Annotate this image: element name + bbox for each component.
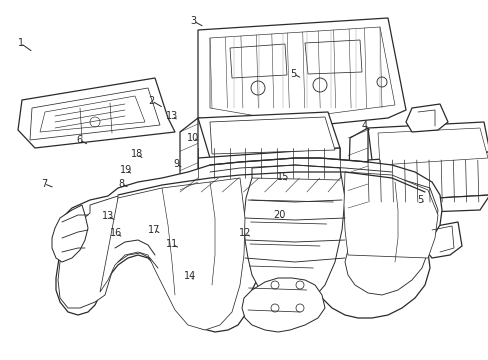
Text: 20: 20 xyxy=(273,210,285,220)
Polygon shape xyxy=(367,152,488,202)
Polygon shape xyxy=(198,112,339,158)
Polygon shape xyxy=(52,205,88,262)
Text: 18: 18 xyxy=(130,149,143,159)
Text: 12: 12 xyxy=(239,228,251,238)
Polygon shape xyxy=(349,195,488,215)
Text: 10: 10 xyxy=(186,132,199,143)
Polygon shape xyxy=(100,178,244,330)
Text: 8: 8 xyxy=(118,179,124,189)
Text: 16: 16 xyxy=(110,228,122,238)
Polygon shape xyxy=(209,27,394,120)
Polygon shape xyxy=(405,104,447,132)
Text: 1: 1 xyxy=(18,38,23,48)
Text: 11: 11 xyxy=(165,239,178,249)
Polygon shape xyxy=(242,278,325,332)
Text: 7: 7 xyxy=(41,179,47,189)
Polygon shape xyxy=(18,78,175,148)
Text: 5: 5 xyxy=(290,69,296,79)
Text: 17: 17 xyxy=(147,225,160,235)
Polygon shape xyxy=(40,96,145,132)
Polygon shape xyxy=(343,172,437,258)
Text: 4: 4 xyxy=(361,121,366,131)
Text: 5: 5 xyxy=(417,195,423,205)
Polygon shape xyxy=(347,128,367,208)
Polygon shape xyxy=(305,40,361,74)
Polygon shape xyxy=(56,158,441,332)
Polygon shape xyxy=(377,128,487,165)
Polygon shape xyxy=(180,178,339,192)
Text: 13: 13 xyxy=(165,111,178,121)
Polygon shape xyxy=(345,175,437,295)
Text: 3: 3 xyxy=(190,16,196,26)
Text: 2: 2 xyxy=(148,96,154,106)
Polygon shape xyxy=(30,88,160,140)
Polygon shape xyxy=(209,117,334,154)
Polygon shape xyxy=(244,165,345,310)
Text: 9: 9 xyxy=(173,159,179,169)
Polygon shape xyxy=(423,222,461,258)
Text: 14: 14 xyxy=(183,271,196,282)
Text: 19: 19 xyxy=(120,165,132,175)
Text: 13: 13 xyxy=(101,211,114,221)
Polygon shape xyxy=(367,122,488,160)
Polygon shape xyxy=(198,18,405,128)
Text: 15: 15 xyxy=(276,172,288,182)
Polygon shape xyxy=(180,118,198,190)
Polygon shape xyxy=(198,148,339,178)
Text: 6: 6 xyxy=(76,135,82,145)
Polygon shape xyxy=(229,44,286,78)
Polygon shape xyxy=(58,196,118,308)
